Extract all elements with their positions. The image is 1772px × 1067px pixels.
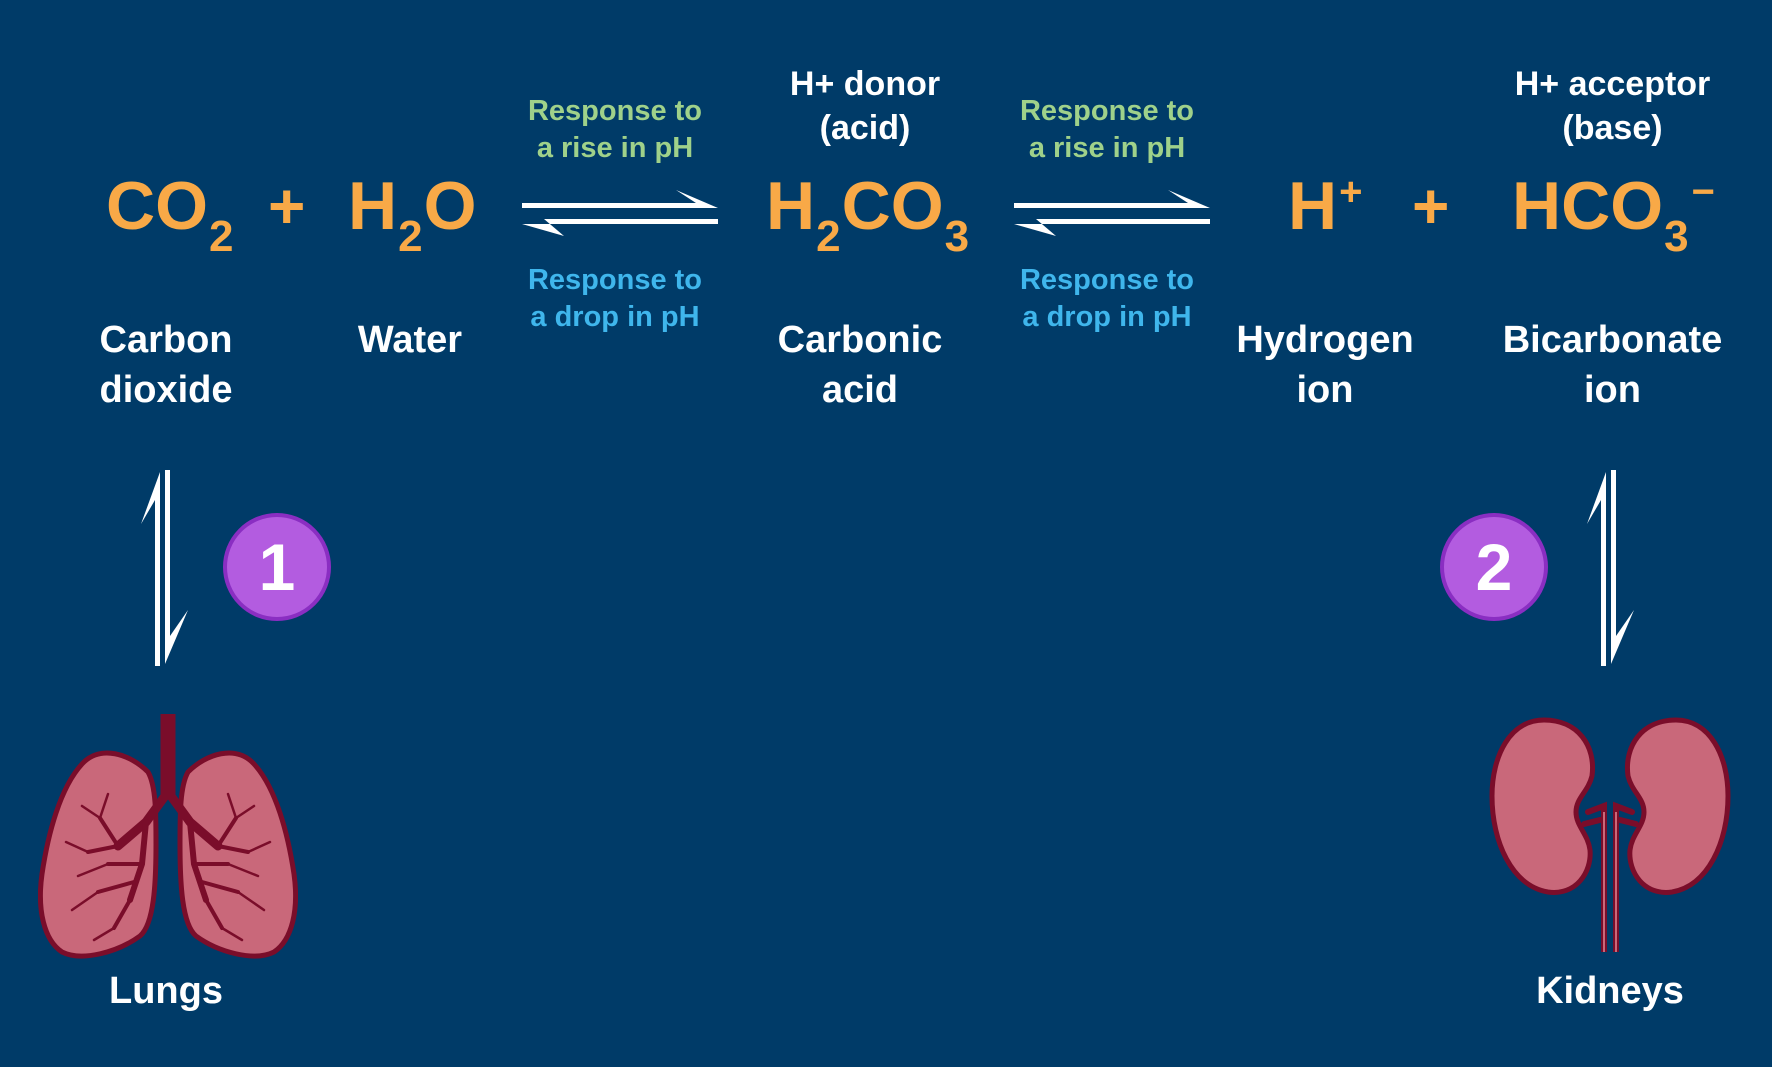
h2o-formula: H2O bbox=[348, 168, 477, 261]
step-badge-1: 1 bbox=[223, 513, 331, 621]
kidneys-icon bbox=[1489, 717, 1731, 952]
lungs-icon bbox=[38, 714, 298, 959]
arrow1-rise-label: Response to a rise in pH bbox=[527, 95, 703, 164]
h2co3-name: Carbonic acid bbox=[777, 319, 943, 411]
arrow1-drop-label: Response to a drop in pH bbox=[527, 264, 703, 333]
arrow2-drop-label: Response to a drop in pH bbox=[1019, 264, 1195, 333]
plus-sign-1: + bbox=[268, 170, 306, 242]
bicarbonate-formula: HCO3− bbox=[1512, 168, 1715, 261]
hydrogen-ion-formula: H+ bbox=[1288, 168, 1363, 244]
vertical-equilibrium-arrow-left-icon bbox=[141, 470, 188, 666]
h2co3-role: H+ donor (acid) bbox=[789, 65, 941, 147]
bicarbonate-name: Bicarbonate ion bbox=[1502, 319, 1723, 411]
hco3-role: H+ acceptor (base) bbox=[1514, 65, 1711, 147]
co2-name: Carbon dioxide bbox=[99, 319, 233, 411]
h2co3-formula: H2CO3 bbox=[766, 168, 970, 261]
vertical-equilibrium-arrow-right-icon bbox=[1587, 470, 1634, 666]
arrow2-rise-label: Response to a rise in pH bbox=[1019, 95, 1195, 164]
step-badge-2: 2 bbox=[1440, 513, 1548, 621]
plus-sign-2: + bbox=[1412, 170, 1450, 242]
h2o-name: Water bbox=[357, 319, 463, 361]
equilibrium-arrow-2-icon bbox=[1014, 190, 1210, 236]
co2-formula: CO2 bbox=[106, 168, 234, 261]
kidneys-label: Kidneys bbox=[1536, 970, 1684, 1012]
lungs-label: Lungs bbox=[109, 970, 223, 1012]
hydrogen-ion-name: Hydrogen ion bbox=[1236, 319, 1414, 411]
equilibrium-arrow-1-icon bbox=[522, 190, 718, 236]
